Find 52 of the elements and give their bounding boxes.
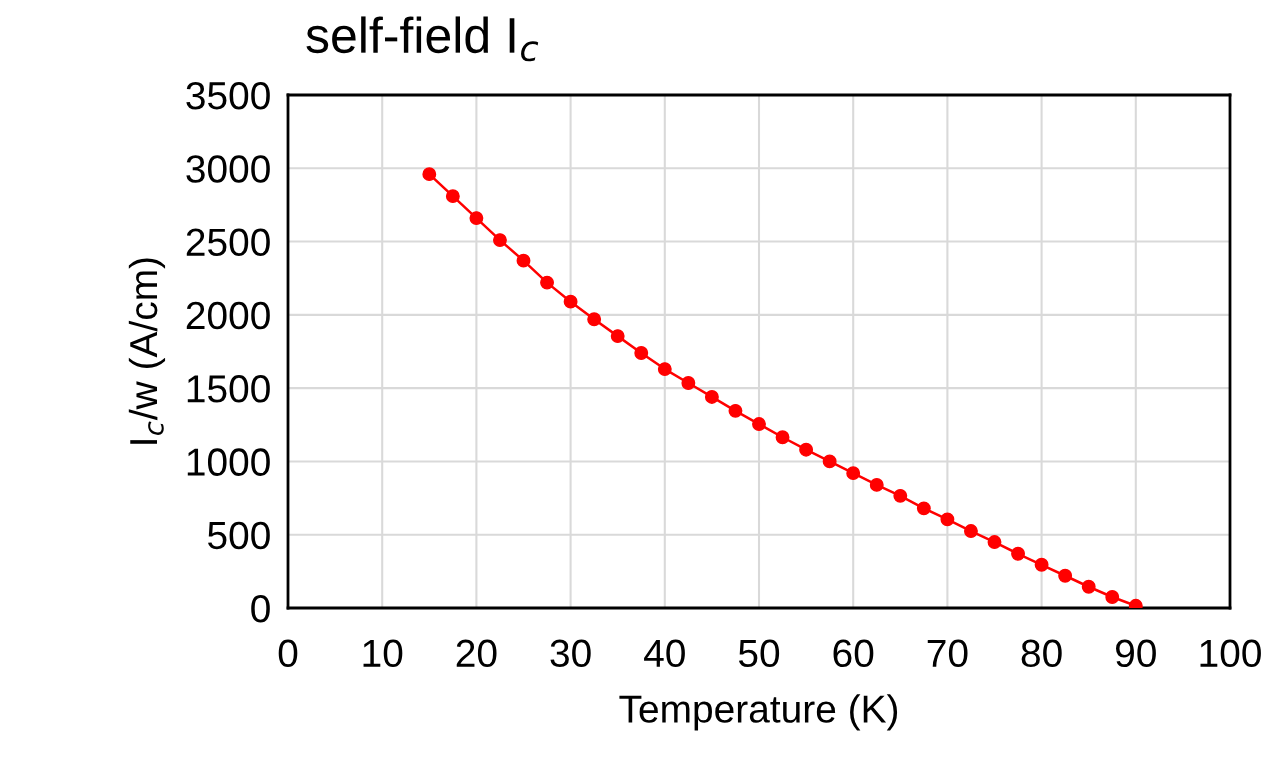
y-axis-title: I$_{c}$/w (A/cm) bbox=[128, 258, 166, 444]
point bbox=[728, 403, 743, 418]
point bbox=[422, 167, 437, 182]
x-tick-label: 90 bbox=[1116, 639, 1156, 668]
y-tick-label: 0 bbox=[251, 594, 270, 623]
point bbox=[610, 329, 625, 344]
y-tick-label: 3500 bbox=[186, 81, 270, 110]
point bbox=[940, 512, 955, 527]
point bbox=[775, 430, 790, 445]
x-tick-label: 20 bbox=[456, 639, 497, 668]
point bbox=[445, 189, 460, 204]
x-tick-label: 40 bbox=[644, 639, 685, 668]
point bbox=[704, 389, 719, 404]
y-tick-label: 3000 bbox=[186, 155, 270, 183]
point bbox=[493, 233, 507, 248]
point bbox=[634, 346, 649, 360]
point bbox=[893, 488, 908, 503]
y-tick-label: 2000 bbox=[186, 301, 270, 330]
point bbox=[846, 466, 861, 481]
point bbox=[563, 294, 578, 309]
point bbox=[869, 477, 884, 492]
x-axis-title: Temperature (K) bbox=[619, 694, 898, 731]
point bbox=[469, 211, 484, 226]
point bbox=[1081, 579, 1096, 594]
point bbox=[916, 501, 931, 516]
point bbox=[587, 312, 602, 327]
point bbox=[1011, 546, 1025, 561]
point bbox=[822, 454, 837, 469]
y-tick-label: 500 bbox=[208, 521, 270, 550]
x-tick-label: 30 bbox=[550, 639, 591, 668]
point bbox=[1034, 557, 1049, 572]
x-tick-label: 100 bbox=[1200, 639, 1261, 668]
y-tick-label: 2500 bbox=[186, 228, 270, 257]
point bbox=[799, 442, 814, 457]
point bbox=[987, 535, 1002, 549]
x-tick-label: 60 bbox=[833, 639, 874, 668]
x-tick-label: 80 bbox=[1021, 639, 1062, 668]
point bbox=[1058, 568, 1073, 583]
x-tick-label: 50 bbox=[738, 639, 780, 668]
x-tick-label: 70 bbox=[927, 639, 968, 668]
point bbox=[752, 417, 766, 431]
point bbox=[681, 376, 696, 390]
y-tick-label: 1000 bbox=[187, 448, 270, 476]
x-tick-label: 0 bbox=[278, 639, 298, 668]
point bbox=[540, 275, 554, 290]
x-tick-label: 10 bbox=[363, 639, 403, 668]
point bbox=[964, 524, 978, 538]
chart-title: self-field I$_{c}$ bbox=[306, 16, 539, 62]
point bbox=[516, 253, 531, 268]
point bbox=[657, 362, 672, 377]
y-tick-label: 1500 bbox=[187, 375, 270, 403]
point bbox=[1105, 590, 1120, 604]
